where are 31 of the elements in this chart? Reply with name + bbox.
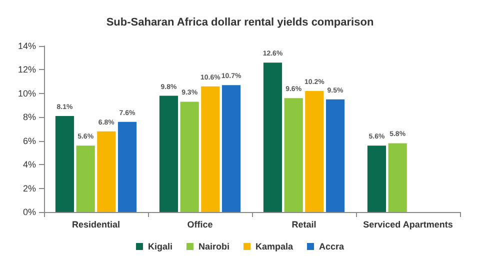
legend-label: Nairobi	[198, 242, 230, 252]
legend-label: Kampala	[255, 242, 294, 252]
chart-title: Sub-Saharan Africa dollar rental yields comparison	[106, 16, 374, 28]
y-tick-label: 6%	[22, 136, 36, 146]
bar	[263, 62, 282, 212]
legend-label: Accra	[319, 242, 346, 252]
bar	[201, 86, 220, 212]
y-tick-label: 2%	[22, 183, 36, 194]
y-tick-label: 4%	[22, 160, 36, 170]
bar	[118, 122, 137, 212]
bar	[222, 85, 241, 212]
y-tick-label: 0%	[22, 207, 36, 217]
bar	[76, 146, 95, 212]
x-tick-label: Serviced Apartments	[363, 220, 453, 230]
bar	[180, 102, 199, 212]
y-tick-label: 8%	[22, 112, 36, 122]
y-tick-label: 14%	[18, 41, 36, 51]
y-tick-label: 10%	[18, 88, 36, 98]
bar	[326, 99, 345, 212]
x-tick-label: Office	[187, 220, 213, 230]
bar	[97, 131, 116, 212]
x-tick-label: Retail	[292, 220, 316, 230]
bar	[305, 91, 324, 212]
x-tick-label: Residential	[72, 220, 120, 230]
bar	[284, 98, 303, 212]
bar	[159, 96, 178, 212]
bar	[388, 143, 407, 212]
legend-label: Kigali	[148, 242, 172, 252]
bar	[367, 146, 386, 212]
bar	[55, 116, 74, 212]
y-tick-label: 12%	[18, 64, 36, 75]
